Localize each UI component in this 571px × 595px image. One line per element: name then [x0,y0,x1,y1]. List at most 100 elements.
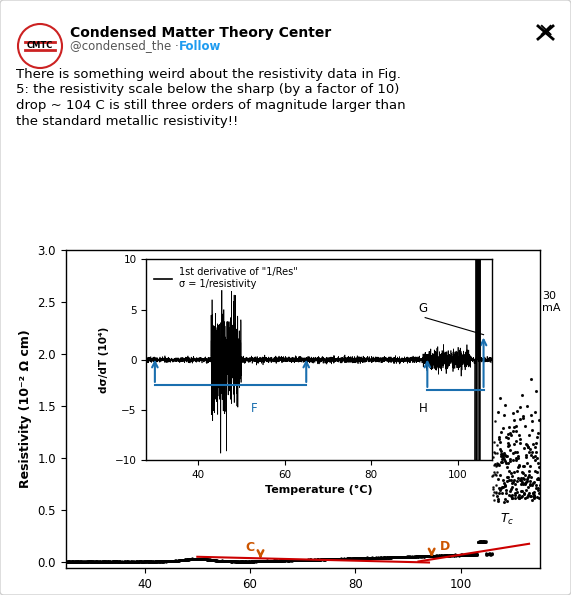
Point [271,556,280,565]
Point [463,550,472,559]
Point [440,551,449,560]
Point [480,537,489,546]
Point [256,557,265,566]
Point [352,554,361,563]
Point [303,555,312,565]
Point [496,452,505,461]
Point [445,550,455,560]
Point [100,556,110,565]
Point [455,550,464,560]
Point [339,554,348,563]
Point [367,553,376,563]
Point [196,555,205,564]
Point [447,550,456,560]
Point [447,550,456,560]
Point [314,555,323,565]
Point [472,549,481,559]
Point [236,557,245,566]
Point [272,556,282,566]
Point [233,557,242,566]
Point [310,555,319,564]
Point [271,556,280,566]
Point [66,557,75,566]
Point [63,557,72,566]
Point [375,553,384,563]
Point [485,549,494,558]
Point [240,557,249,566]
Point [90,557,99,566]
Point [433,551,442,560]
Point [423,552,432,561]
Point [201,555,210,564]
Point [319,555,328,564]
Point [483,549,492,558]
Point [218,556,227,566]
Point [107,557,116,566]
Point [216,556,226,566]
Point [149,557,158,566]
Point [532,483,541,493]
Point [480,537,489,546]
Point [87,557,96,566]
Point [307,555,316,565]
Point [107,557,116,566]
Point [454,550,463,560]
Point [285,555,294,565]
Point [271,556,280,565]
Point [91,557,100,566]
Point [306,555,315,565]
Point [502,485,511,494]
Point [291,555,300,565]
Point [343,553,352,563]
Point [198,555,207,564]
Point [190,554,199,563]
Point [292,555,301,565]
Point [309,555,318,565]
Point [300,555,309,565]
Point [321,555,330,564]
Point [97,557,106,566]
Point [183,555,192,565]
Point [95,556,104,566]
Point [65,557,74,566]
Point [130,557,139,566]
Point [174,556,183,565]
Point [77,557,86,566]
Text: C: C [246,540,255,553]
Point [270,556,279,565]
Point [187,555,196,564]
Point [186,555,195,564]
Point [409,552,419,562]
Point [425,551,434,560]
Point [77,557,86,566]
Point [431,551,440,560]
Point [220,556,229,566]
Point [95,557,104,566]
Point [174,556,183,565]
Point [129,557,138,566]
Point [468,550,477,560]
Point [530,492,539,502]
Point [514,491,523,500]
Point [379,553,388,562]
Point [390,553,399,562]
Point [152,557,161,566]
Point [203,555,212,565]
Point [74,557,83,566]
Point [343,554,352,563]
Point [202,555,211,564]
Point [337,554,346,563]
Point [505,422,514,432]
Point [351,553,360,563]
Point [474,538,483,547]
Point [258,556,267,566]
Point [327,555,336,564]
Point [62,556,71,566]
Point [218,556,227,566]
Point [311,555,320,565]
Point [296,555,305,565]
Point [451,551,460,560]
Point [449,551,458,560]
Point [82,557,91,566]
Point [282,555,291,565]
